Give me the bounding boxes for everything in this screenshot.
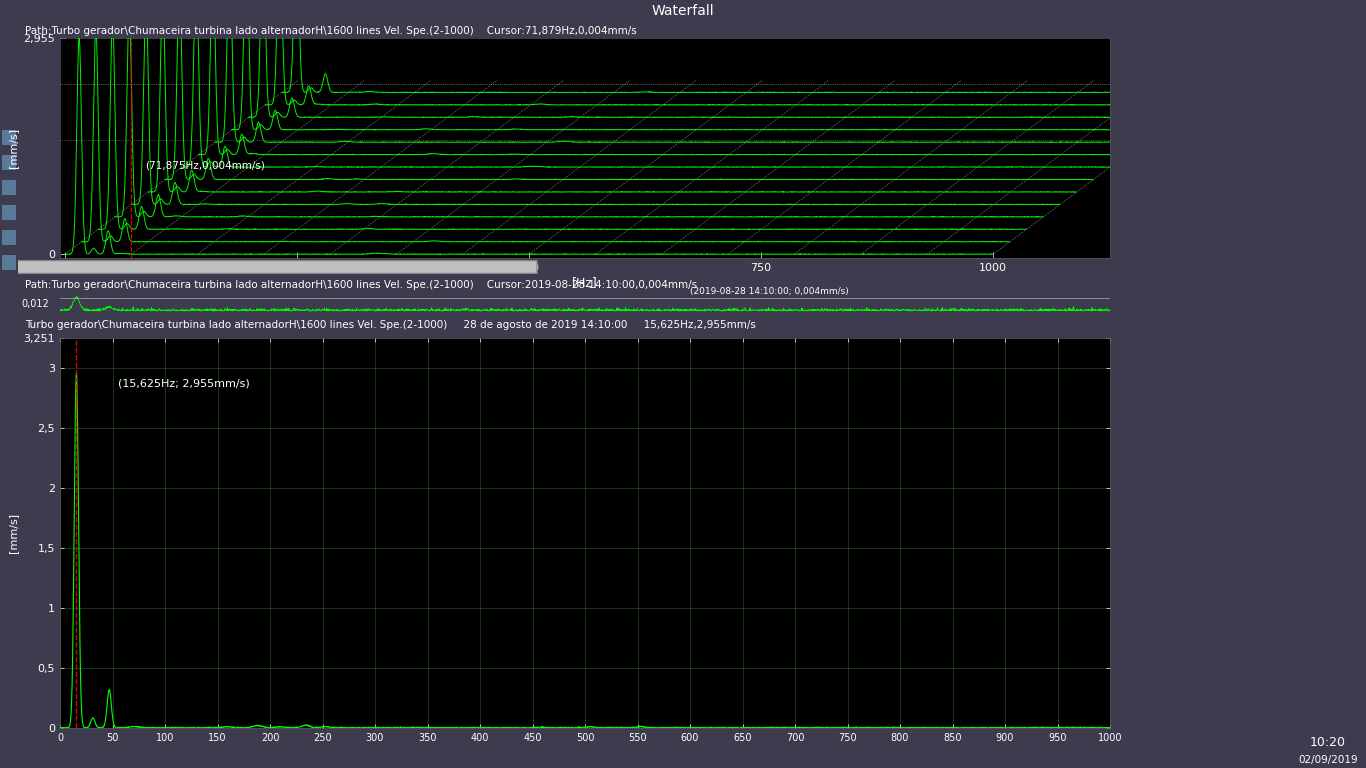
Text: Waterfall: Waterfall [652,4,714,18]
Text: (71,875Hz,0,004mm/s): (71,875Hz,0,004mm/s) [145,161,265,170]
Bar [1,130,16,145]
Text: Turbo gerador\Chumaceira turbina lado alternadorH\1600 lines Vel. Spe.(2-1000)  : Turbo gerador\Chumaceira turbina lado al… [25,320,755,330]
Text: 0,012: 0,012 [22,299,49,309]
Text: (2019-08-28 14:10:00; 0,004mm/s): (2019-08-28 14:10:00; 0,004mm/s) [690,287,848,296]
Text: 10:20: 10:20 [1310,736,1346,749]
X-axis label: [Hz]: [Hz] [572,276,598,289]
Y-axis label: [mm/s]: [mm/s] [8,513,18,553]
FancyBboxPatch shape [11,260,537,273]
Bar [1,154,16,170]
Bar [1,255,16,270]
Text: 02/09/2019: 02/09/2019 [1298,755,1358,765]
Bar [1,204,16,220]
Text: Path:Turbo gerador\Chumaceira turbina lado alternadorH\1600 lines Vel. Spe.(2-10: Path:Turbo gerador\Chumaceira turbina la… [25,280,697,290]
Y-axis label: [mm/s]: [mm/s] [8,128,18,168]
Bar [1,230,16,245]
Bar [1,180,16,195]
Text: Path:Turbo gerador\Chumaceira turbina lado alternadorH\1600 lines Vel. Spe.(2-10: Path:Turbo gerador\Chumaceira turbina la… [25,26,637,36]
Text: (15,625Hz; 2,955mm/s): (15,625Hz; 2,955mm/s) [117,378,250,388]
